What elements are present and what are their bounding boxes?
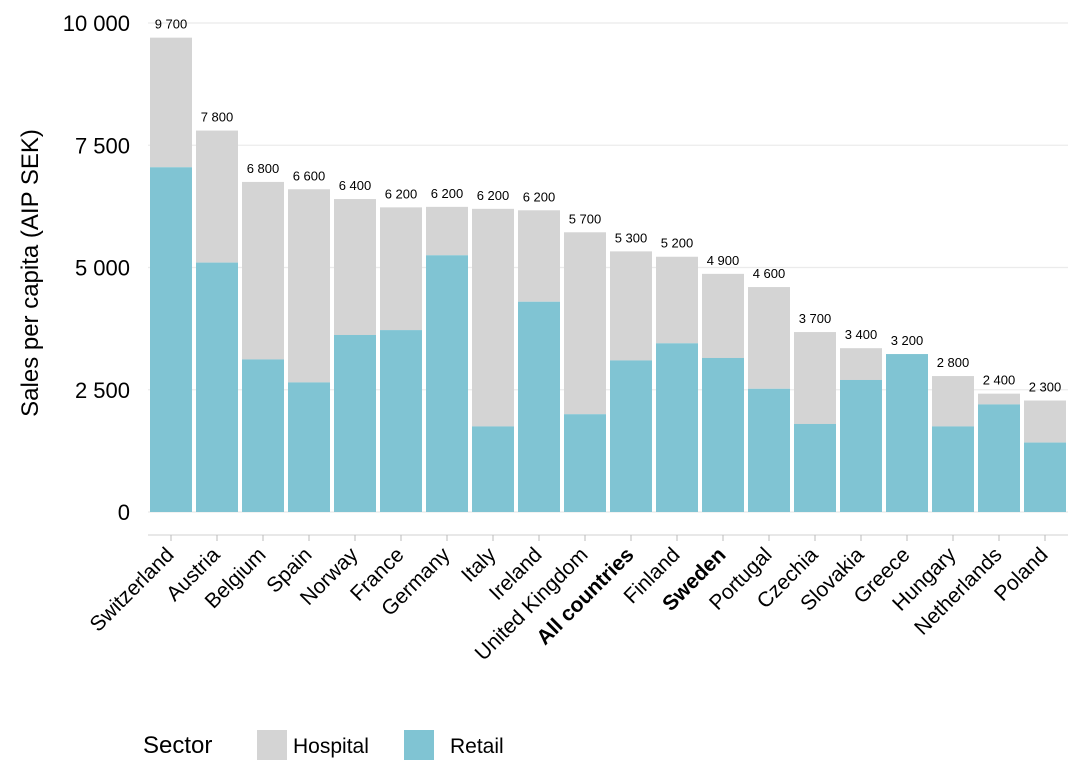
total-label: 6 400 [339,178,372,193]
total-label: 7 800 [201,110,234,125]
bar-hospital [242,181,284,360]
bar-retail [242,359,284,512]
legend-item-label: Retail [450,735,504,758]
y-axis-label: Sales per capita (AIP SEK) [17,129,44,417]
bar-retail [426,255,468,512]
bar-hospital [1024,400,1066,443]
total-label: 9 700 [155,17,188,32]
bar-retail [702,357,744,512]
bar-retail [564,414,606,512]
total-label: 6 200 [523,189,556,204]
total-label: 3 200 [891,333,924,348]
bar-hospital [794,332,836,424]
bar-retail [840,379,882,512]
legend-swatch [404,730,434,760]
legend-title: Sector [143,732,212,759]
bar-hospital [472,208,514,427]
bar-retail [380,330,422,512]
legend-item-label: Hospital [293,735,369,758]
bar-retail [794,423,836,512]
bar-hospital [702,273,744,358]
bar-hospital [656,256,698,344]
total-label: 5 200 [661,236,694,251]
bar-retail [748,388,790,512]
total-label: 3 400 [845,327,878,342]
bars [150,37,1066,512]
total-label: 6 200 [477,188,510,203]
grid-lines [148,22,1068,513]
total-label: 6 200 [431,186,464,201]
total-label: 3 700 [799,311,832,326]
legend-swatch [257,730,287,760]
bar-hospital [150,37,192,168]
bar-retail [150,167,192,512]
bar-hospital [748,287,790,389]
y-tick-label: 10 000 [63,11,130,36]
bar-hospital [196,130,238,263]
bar-retail [610,360,652,512]
total-label: 2 400 [983,373,1016,388]
y-tick-label: 7 500 [75,133,130,158]
bar-hospital [380,207,422,331]
total-label: 2 300 [1029,380,1062,395]
bar-retail [196,262,238,512]
y-tick-label: 5 000 [75,256,130,281]
bar-hospital [334,199,376,335]
bar-retail [518,301,560,512]
bar-hospital [840,348,882,380]
total-label: 4 900 [707,253,740,268]
y-axis: 0 2 500 5 000 7 500 10 000 [63,11,130,525]
bar-retail [334,334,376,512]
bar-retail [932,426,974,512]
bar-retail [978,404,1020,512]
y-tick-label: 2 500 [75,378,130,403]
bar-hospital [564,232,606,415]
x-axis: SwitzerlandAustriaBelgiumSpainNorwayFran… [86,534,1068,665]
bar-hospital [610,251,652,361]
total-label: 6 800 [247,161,280,176]
bar-retail [288,382,330,512]
total-label: 5 300 [615,230,648,245]
total-label: 5 700 [569,211,602,226]
bar-hospital [978,393,1020,405]
legend: Sector Hospital Retail [143,730,504,760]
bar-retail [656,343,698,512]
bar-retail [472,426,514,512]
bar-hospital [518,210,560,302]
bar-hospital [932,376,974,427]
y-tick-label: 0 [118,500,130,525]
bar-retail [1024,442,1066,512]
total-label: 2 800 [937,355,970,370]
bar-hospital [288,189,330,383]
total-label: 6 600 [293,168,326,183]
data-labels: 9 700 7 800 6 800 6 600 6 400 6 200 6 200 6 200… [155,17,1062,395]
total-label: 6 200 [385,186,418,201]
total-label: 4 600 [753,266,786,281]
bar-hospital [426,206,468,256]
bar-retail [886,354,928,512]
